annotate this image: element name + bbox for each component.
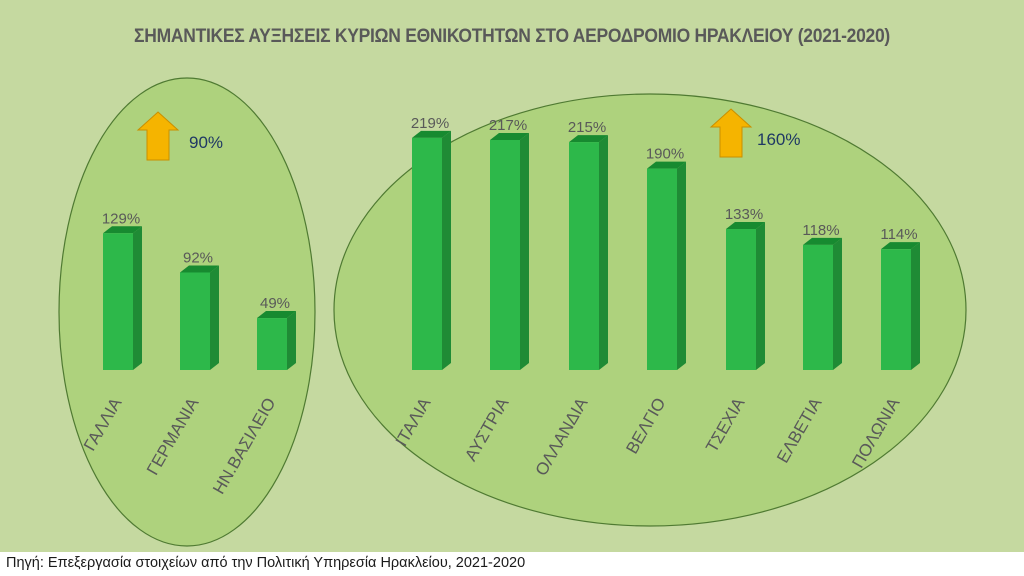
bar-γερμανια [180,272,210,370]
bar-top-γαλλια [103,226,142,234]
bar-side-γαλλια [133,226,142,370]
bar-side-τσεχια [756,222,765,370]
bar-βελγιο [647,168,677,370]
bar-top-τσεχια [726,222,765,230]
up-arrow-icon [709,108,753,158]
bar-side-ην.βασιλειο [287,311,296,370]
bar-side-αυστρια [520,132,529,370]
value-label-πολωνια: 114% [880,226,917,243]
bar-ην.βασιλειο [257,318,287,370]
bar-side-βελγιο [677,161,686,370]
bar-top-ιταλια [412,130,451,138]
bar-chart: 129%ΓΑΛΛΙΑ92%ΓΕΡΜΑΝΙΑ49%ΗΝ.ΒΑΣΙΛΕΙΟ90%21… [58,77,967,547]
value-label-ην.βασιλειο: 49% [260,295,290,312]
value-label-ολλανδια: 215% [568,119,606,136]
bar-top-ολλανδια [569,135,608,143]
chart-title: ΣΗΜΑΝΤΙΚΕΣ ΑΥΞΗΣΕΙΣ ΚΥΡΙΩΝ ΕΘΝΙΚΟΤΗΤΩΝ Σ… [134,26,890,47]
group-increase-label: 90% [189,133,223,152]
bar-ελβετια [803,244,833,370]
value-label-αυστρια: 217% [489,117,527,134]
value-label-ιταλια: 219% [411,115,449,132]
source-note: Πηγή: Επεξεργασία στοιχείων από την Πολι… [6,555,526,571]
bar-ολλανδια [569,142,599,370]
bar-αυστρια [490,139,520,370]
bar-πολωνια [881,249,911,370]
value-label-τσεχια: 133% [725,206,763,223]
bar-side-ιταλια [442,130,451,370]
value-label-γαλλια: 129% [102,210,140,227]
bar-top-πολωνια [881,242,920,250]
bar-ιταλια [412,137,442,370]
bar-top-βελγιο [647,161,686,169]
value-label-ελβετια: 118% [802,222,839,239]
bar-τσεχια [726,229,756,370]
bar-side-γερμανια [210,265,219,370]
value-label-γερμανια: 92% [183,249,213,266]
bar-top-ελβετια [803,237,842,245]
group-increase-label: 160% [757,130,800,149]
value-label-βελγιο: 190% [646,146,684,163]
bar-γαλλια [103,233,133,370]
bar-top-γερμανια [180,265,219,273]
bar-side-πολωνια [911,242,920,370]
bar-side-ολλανδια [599,135,608,370]
bar-top-αυστρια [490,132,529,140]
bar-top-ην.βασιλειο [257,311,296,319]
chart-area: 129% ΓΑΛΛΙΑ 92% ΓΕΡΜΑΝΙΑ 49% ΗΝ.ΒΑΣΙΛΕΙΟ 90% 21… [0,0,1024,552]
up-arrow-icon [136,111,180,161]
bar-side-ελβετια [833,237,842,370]
